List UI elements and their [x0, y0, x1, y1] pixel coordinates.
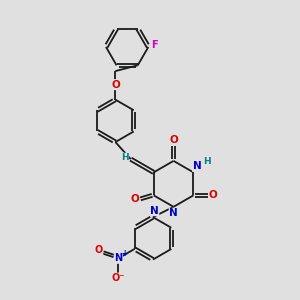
Text: F: F: [152, 40, 158, 50]
Text: O: O: [131, 194, 140, 204]
Text: N: N: [114, 254, 122, 263]
Text: H: H: [121, 153, 129, 162]
Text: N: N: [193, 161, 201, 172]
Text: O: O: [94, 245, 103, 255]
Text: O: O: [169, 135, 178, 145]
Text: +: +: [122, 249, 128, 258]
Text: N: N: [169, 208, 178, 218]
Text: O: O: [208, 190, 217, 200]
Text: N: N: [150, 206, 159, 216]
Text: O⁻: O⁻: [112, 273, 125, 283]
Text: H: H: [203, 157, 211, 166]
Text: O: O: [111, 80, 120, 90]
